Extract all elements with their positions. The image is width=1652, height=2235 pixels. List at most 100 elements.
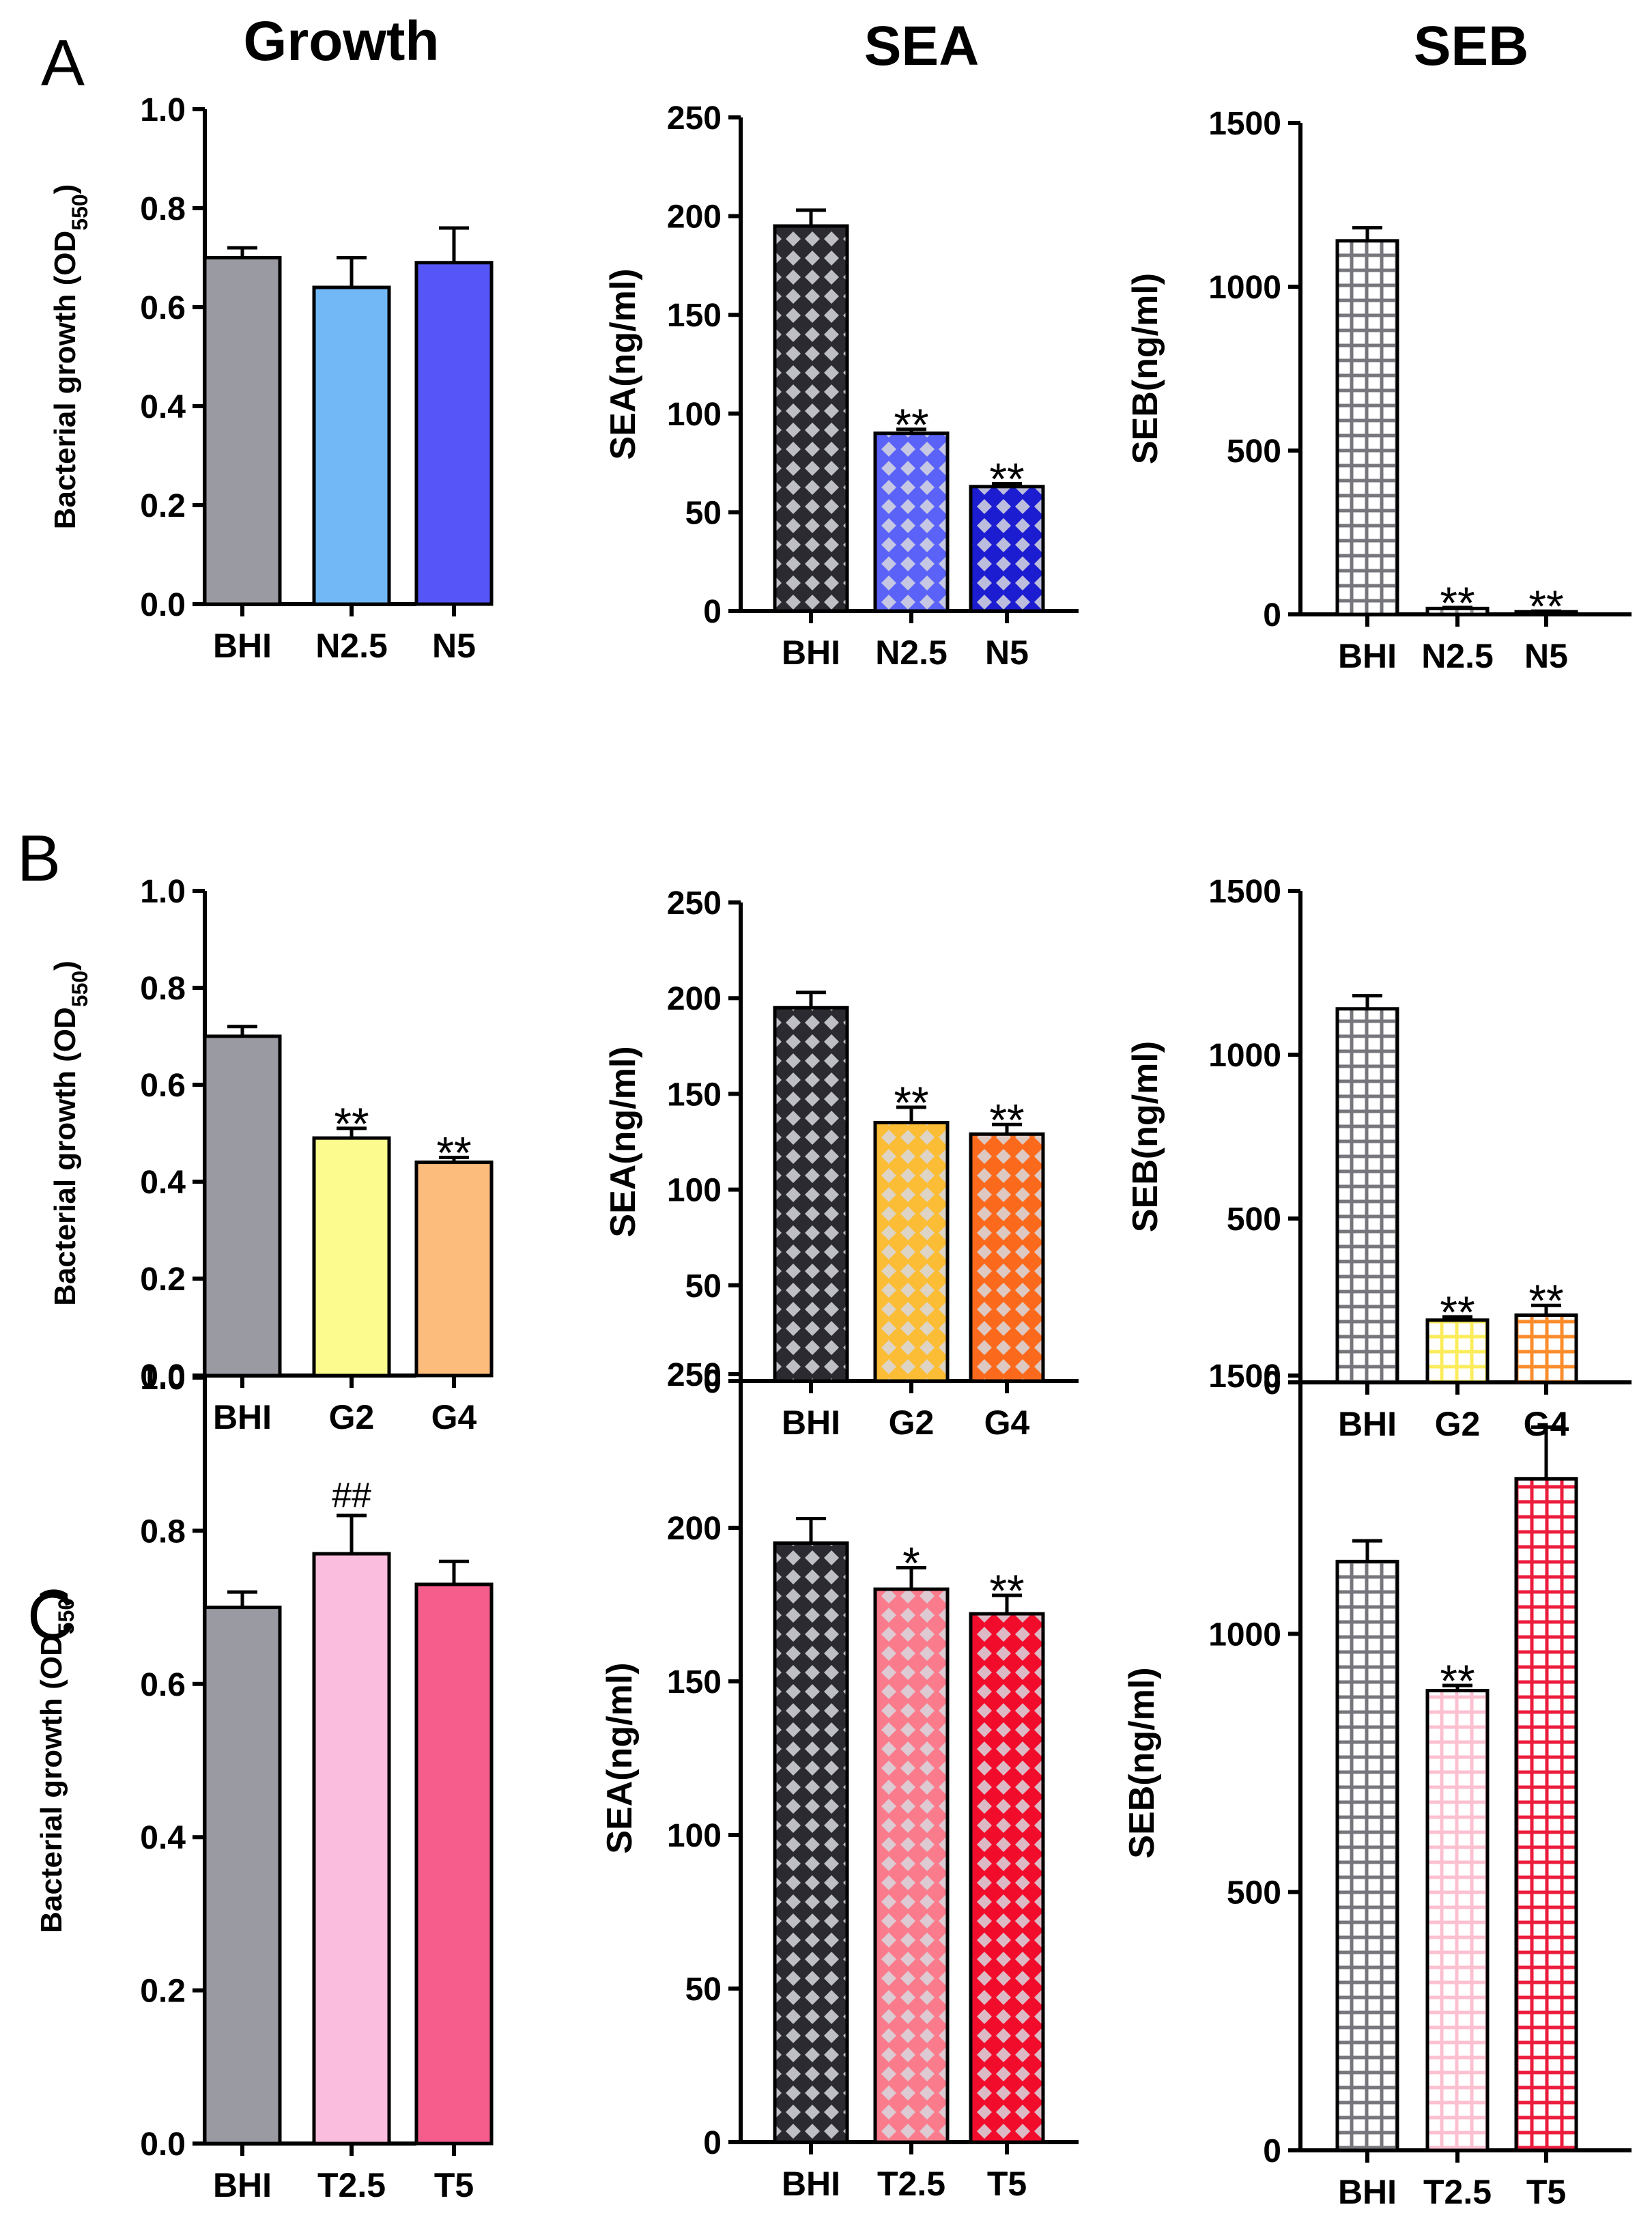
x-tick-label: G2 (889, 1404, 935, 1442)
chart-panel: 0 50 100 150 200 250 SEA(ng/ml) BHI T2.5 * T5 ** (600, 1357, 1079, 2203)
bar (1425, 1689, 1490, 2152)
bar (1335, 1559, 1399, 2152)
chart-panel: SEB 0 500 1000 1500 SEB(ng/ml) BHI N2.5 ** N5 ** (1126, 15, 1632, 675)
bar (873, 1120, 950, 1383)
y-tick-label: 200 (667, 199, 722, 236)
x-tick-label: BHI (782, 2165, 840, 2203)
y-axis-label: Bacterial growth (OD550) (48, 960, 92, 1306)
y-tick-label: 1.0 (140, 92, 186, 128)
x-tick-label: N2.5 (1421, 637, 1494, 675)
significance-label: ** (989, 453, 1024, 504)
x-tick-label: T2.5 (877, 2165, 945, 2203)
y-tick-label: 150 (667, 1664, 722, 1700)
y-axis-label: SEB(ng/ml) (1126, 273, 1165, 464)
bar (969, 1132, 1045, 1383)
y-tick-label: 500 (1227, 1875, 1281, 1911)
chart-panel: A Growth 0.0 0.2 0.4 0.6 0.8 1.0 Bacterial growt… (41, 10, 494, 665)
x-tick-label: BHI (782, 634, 840, 672)
bar (773, 1541, 849, 2144)
y-tick-label: 150 (667, 298, 722, 334)
bar (873, 1587, 950, 2144)
y-tick-label: 0.4 (140, 1165, 186, 1201)
y-axis-label: Bacterial growth (OD550) (48, 184, 92, 530)
bar (203, 1606, 282, 2146)
x-tick-label: N5 (432, 627, 476, 665)
significance-label: * (902, 1538, 920, 1589)
significance-label: ** (1440, 578, 1475, 628)
x-tick-label: BHI (1338, 637, 1397, 675)
x-tick-label: G2 (1435, 1405, 1481, 1443)
y-tick-label: 0.4 (140, 1820, 186, 1856)
bar (414, 1582, 494, 2146)
bar (969, 485, 1045, 613)
significance-label: ** (989, 1565, 1024, 1616)
bar (1335, 239, 1399, 616)
y-tick-label: 0 (703, 594, 722, 630)
y-axis-label: SEA(ng/ml) (600, 1662, 640, 1853)
x-tick-label: BHI (213, 2166, 272, 2204)
x-tick-label: N2.5 (315, 627, 388, 665)
bar (312, 1136, 391, 1378)
significance-label: ** (436, 1128, 471, 1178)
y-tick-label: 0 (703, 1364, 722, 1400)
y-tick-label: 0.0 (140, 1358, 186, 1395)
y-tick-label: 100 (667, 397, 722, 433)
y-tick-label: 0 (1263, 1365, 1281, 1401)
x-tick-label: N5 (985, 634, 1029, 672)
x-tick-label: BHI (213, 1398, 272, 1436)
significance-label: ## (332, 1476, 371, 1515)
y-tick-label: 0.6 (140, 1667, 186, 1703)
bar (203, 256, 282, 606)
x-tick-label: G4 (984, 1404, 1030, 1442)
chart-panel: 0 500 1000 1500 SEB(ng/ml) BHI T2.5 ** T5 (1122, 1358, 1632, 2211)
significance-label: ** (894, 399, 928, 450)
y-tick-label: 1500 (1208, 1358, 1281, 1395)
y-tick-label: 250 (667, 1357, 722, 1393)
y-axis-label: SEA(ng/ml) (603, 268, 643, 459)
x-tick-label: BHI (213, 627, 272, 665)
y-tick-label: 0 (703, 2125, 722, 2161)
y-tick-label: 500 (1227, 1201, 1281, 1238)
y-tick-label: 50 (685, 495, 722, 531)
y-tick-label: 250 (667, 100, 722, 137)
bar (1335, 1007, 1399, 1384)
x-tick-label: N2.5 (875, 634, 948, 672)
significance-label: ** (334, 1098, 369, 1149)
bar (1514, 1313, 1578, 1384)
x-tick-label: T5 (1526, 2173, 1566, 2211)
bar (969, 1612, 1045, 2144)
bar (312, 1552, 391, 2146)
bar (773, 1006, 849, 1383)
panel-letter: B (17, 822, 61, 895)
y-axis-label: SEA(ng/ml) (603, 1046, 643, 1237)
chart-panel: 0 50 100 150 200 250 SEA(ng/ml) BHI G2 ** G4 ** (603, 885, 1079, 1442)
y-tick-label: 0.6 (140, 290, 186, 326)
panel-letter: C (27, 1580, 74, 1653)
y-tick-label: 0 (1263, 2133, 1281, 2169)
y-tick-label: 0.0 (140, 2126, 186, 2163)
y-tick-label: 1000 (1208, 270, 1281, 306)
x-tick-label: N5 (1524, 637, 1568, 675)
y-tick-label: 0.0 (140, 587, 186, 623)
x-tick-label: T2.5 (317, 2166, 386, 2204)
y-tick-label: 0.2 (140, 488, 186, 524)
bar (414, 261, 494, 606)
bar (773, 224, 849, 613)
chart-panel: B 0.0 0.2 0.4 0.6 0.8 1.0 Bacterial growth (OD5… (17, 822, 494, 1436)
y-tick-label: 150 (667, 1077, 722, 1113)
chart-title: SEB (1414, 15, 1529, 77)
chart-panel: SEA 0 50 100 150 200 250 SEA(ng/ml) BHI N2.5 ** N5 *… (603, 15, 1079, 672)
x-tick-label: BHI (782, 1404, 840, 1442)
bar (312, 285, 391, 606)
significance-label: ** (989, 1094, 1024, 1145)
y-tick-label: 0.4 (140, 389, 186, 425)
chart-title: Growth (244, 10, 440, 72)
y-tick-label: 0 (1263, 597, 1281, 634)
bar (414, 1161, 494, 1378)
y-tick-label: 1.0 (140, 1361, 186, 1397)
significance-label: ** (1440, 1287, 1475, 1337)
y-tick-label: 1500 (1208, 874, 1281, 910)
x-tick-label: T5 (434, 2166, 474, 2204)
y-axis-label: Bacterial growth (OD550) (35, 1588, 79, 1933)
x-tick-label: BHI (1338, 2173, 1397, 2211)
